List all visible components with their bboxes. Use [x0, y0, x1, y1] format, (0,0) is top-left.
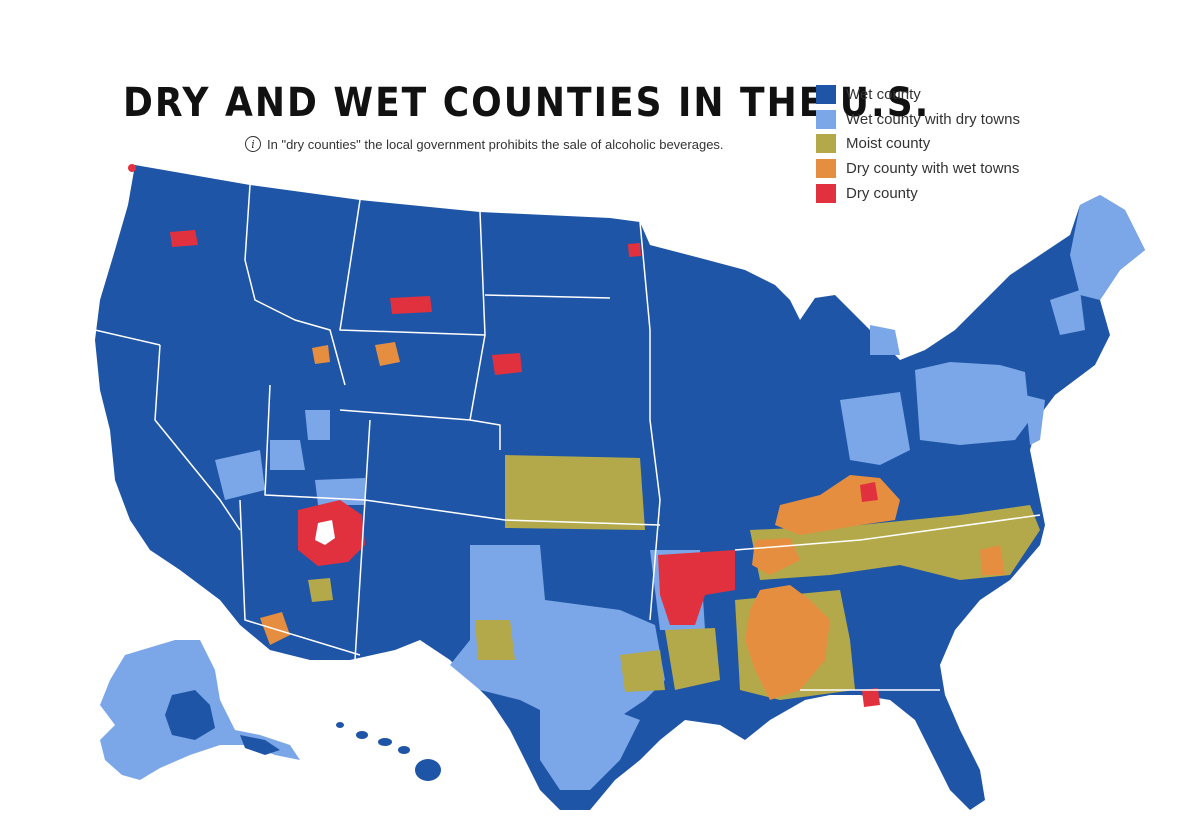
hawaii-island-2: [356, 731, 368, 739]
legend-swatch-wet: [816, 84, 836, 104]
border-dakotas: [469, 211, 486, 421]
region-eastern-michigan: [870, 325, 900, 355]
legend-label-moist: Moist county: [846, 135, 931, 153]
region-virginia-orange: [980, 545, 1005, 575]
region-mississippi-alabama-orange: [745, 585, 830, 700]
legend-item-dry: Dry county: [816, 181, 1020, 206]
legend-item-wet: Wet county: [816, 82, 1020, 107]
legend-label-dry-wet-towns: Dry county with wet towns: [846, 159, 1020, 177]
border-nd-sd: [484, 294, 611, 299]
border-utah-colorado: [264, 384, 371, 501]
region-wyoming: [375, 342, 400, 366]
region-washington: [170, 230, 198, 247]
region-arkansas: [658, 550, 735, 625]
legend-item-moist: Moist county: [816, 131, 1020, 156]
border-oregon-california: [94, 329, 161, 346]
legend: Wet county Wet county with dry towns Moi…: [816, 82, 1020, 205]
map-title: DRY AND WET COUNTIES IN THE U.S.: [123, 80, 931, 126]
hawaii-island-1: [336, 722, 344, 728]
legend-label-wet: Wet county: [846, 85, 921, 103]
region-south-texas: [540, 700, 640, 790]
subtitle-text: In "dry counties" the local government p…: [267, 136, 724, 152]
hawaii-island-5: [415, 759, 441, 781]
region-utah: [270, 440, 305, 470]
hawaii-islands: [336, 722, 441, 781]
region-idaho: [305, 410, 330, 440]
state-borders: [94, 184, 1041, 691]
region-nevada: [215, 450, 265, 500]
region-new-jersey: [1025, 395, 1045, 445]
legend-swatch-dry: [816, 183, 836, 203]
border-wyoming-colorado: [339, 409, 501, 450]
wet-with-dry-towns-regions: [215, 195, 1145, 790]
border-tennessee: [734, 514, 1041, 551]
region-florida-red: [862, 688, 880, 707]
map-subtitle: i In "dry counties" the local government…: [245, 136, 724, 152]
legend-item-wet-dry-towns: Wet county with dry towns: [816, 107, 1020, 132]
region-arizona-navajo-inner: [315, 520, 335, 545]
border-idaho-montana: [244, 184, 346, 386]
border-newmexico-texas: [354, 499, 366, 661]
border-nevada-california: [154, 344, 241, 531]
border-arizona-newmexico: [239, 499, 361, 656]
border-mississippi-river: [639, 221, 661, 621]
region-ohio: [840, 392, 910, 465]
region-tennessee-north-carolina: [750, 505, 1040, 580]
alaska-wet-panhandle: [240, 735, 280, 755]
region-kansas: [505, 455, 645, 530]
hawaii-island-3: [378, 738, 392, 746]
legend-label-wet-dry-towns: Wet county with dry towns: [846, 110, 1020, 128]
region-north-dakota: [628, 243, 641, 257]
region-kentucky-red: [860, 482, 878, 502]
legend-swatch-moist: [816, 134, 836, 154]
legend-label-dry: Dry county: [846, 184, 918, 202]
legend-item-dry-wet-towns: Dry county with wet towns: [816, 156, 1020, 181]
region-oklahoma-texas: [450, 545, 665, 720]
region-montana: [390, 296, 432, 314]
region-idaho-orange: [312, 345, 330, 364]
border-oklahoma: [364, 499, 661, 526]
alaska-wet-region: [165, 690, 215, 740]
legend-swatch-dry-wet-towns: [816, 158, 836, 178]
border-montana-east: [339, 199, 486, 336]
region-maine: [1070, 195, 1145, 300]
region-washington-tip: [128, 164, 136, 172]
dry-with-wet-towns-regions: [260, 342, 1005, 700]
region-south-dakota: [492, 353, 522, 375]
region-pennsylvania: [915, 362, 1030, 445]
region-texas-east: [620, 650, 665, 692]
region-arkansas-south: [665, 628, 720, 690]
region-texas-spots: [475, 620, 515, 660]
hawaii-island-4: [398, 746, 410, 754]
info-icon: i: [245, 136, 261, 152]
region-arizona-small: [308, 578, 333, 602]
legend-swatch-wet-dry-towns: [816, 109, 836, 129]
region-new-hampshire-vermont: [1050, 290, 1085, 335]
